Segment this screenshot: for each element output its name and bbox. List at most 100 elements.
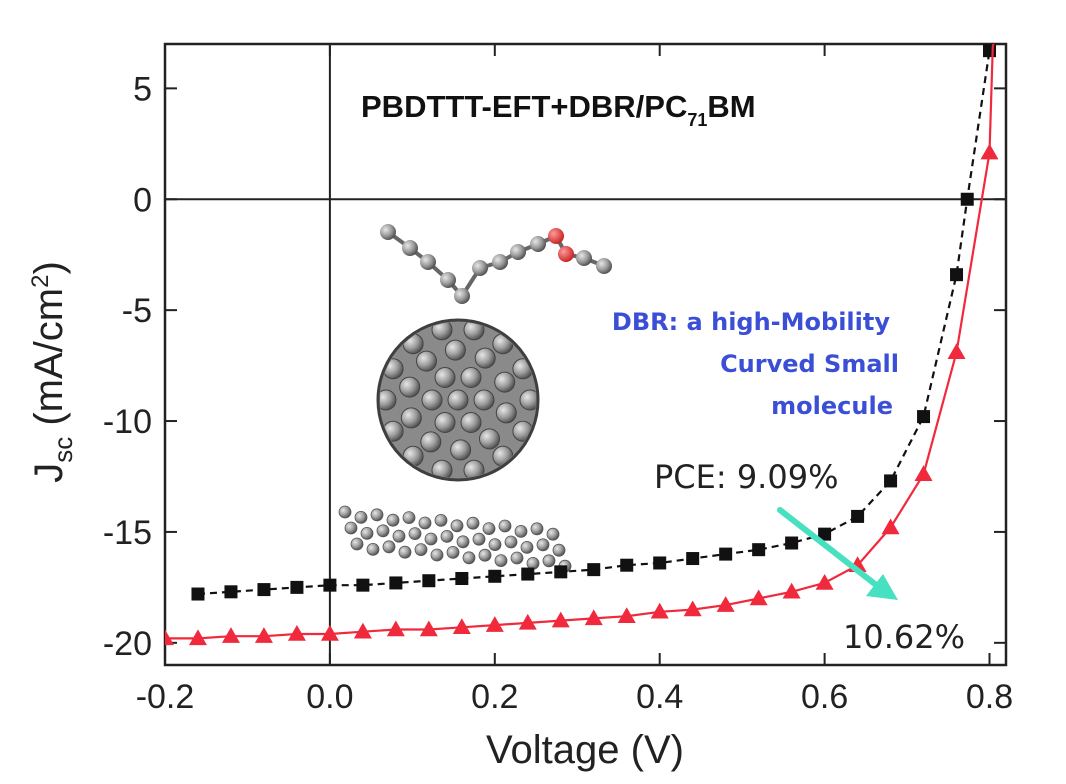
data-point-triangle <box>782 582 801 599</box>
chain-atom <box>454 288 470 304</box>
small-molecule-atom <box>350 537 364 551</box>
data-point-triangle <box>683 600 702 617</box>
dbr-note-line-2: Curved Small <box>720 350 899 378</box>
data-point-square <box>323 578 337 592</box>
y-tick-label: -5 <box>122 292 152 330</box>
small-molecule-atom <box>482 522 496 535</box>
plot-area <box>163 42 1008 667</box>
data-point-triangle <box>353 622 372 639</box>
data-point-triangle <box>254 627 273 643</box>
cage-atom <box>402 333 424 355</box>
data-point-square <box>950 268 964 282</box>
y-axis-label-close: ) <box>27 261 71 274</box>
cage-atom <box>400 407 422 429</box>
data-point-triangle <box>947 343 966 360</box>
pce-black-label: PCE: 9.09% <box>654 458 838 496</box>
cage-atom <box>450 439 472 461</box>
cage-atom <box>416 350 437 372</box>
cage-atom <box>519 389 536 411</box>
cage-atom <box>460 367 482 388</box>
cage-atom <box>492 333 514 355</box>
y-axis-ticks: 5 0 -5 -10 -15 -20 <box>103 70 1006 663</box>
x-axis-ticks: -0.2 0.0 0.2 0.4 0.6 0.8 <box>136 44 1013 716</box>
small-molecule-atom <box>376 524 390 538</box>
chain-atom <box>510 244 526 260</box>
data-point-triangle <box>749 589 768 606</box>
cage-atom <box>479 428 500 450</box>
y-axis-label-subscript: sc <box>48 437 78 463</box>
small-molecule-atom <box>546 527 560 541</box>
data-point-square <box>224 585 238 599</box>
data-point-triangle <box>188 629 207 646</box>
data-point-square <box>752 543 766 557</box>
cage-atom <box>460 412 482 433</box>
data-point-triangle <box>386 620 405 637</box>
cage-atom <box>495 402 517 424</box>
data-point-triangle <box>320 624 339 641</box>
data-point-square <box>290 580 304 594</box>
arrow-shaft <box>777 507 883 591</box>
data-point-square <box>389 576 403 590</box>
small-molecule-atom <box>450 519 464 533</box>
data-point-triangle <box>419 620 438 637</box>
data-point-triangle <box>287 624 306 641</box>
cage-atom <box>473 389 495 411</box>
chain-atom <box>472 260 488 276</box>
data-point-square <box>554 565 568 579</box>
data-point-triangle <box>815 573 834 590</box>
data-point-square <box>851 509 865 523</box>
data-point-square <box>587 563 601 577</box>
chain-atom <box>380 224 396 240</box>
data-point-square <box>356 578 370 592</box>
x-tick-label: 0.4 <box>636 678 683 716</box>
data-point-square <box>917 410 931 424</box>
cage-atom <box>420 431 442 453</box>
data-point-triangle <box>617 607 636 623</box>
data-point-triangle <box>650 602 669 619</box>
y-axis-label-symbol: J <box>27 463 71 483</box>
data-point-triangle <box>165 629 174 646</box>
data-point-triangle <box>518 613 537 630</box>
small-molecule-atom <box>424 532 438 546</box>
y-axis-label-unit: (mA/cm <box>27 288 71 437</box>
small-molecule-atom <box>386 513 400 527</box>
cage-atom <box>444 339 466 361</box>
cage-atom <box>494 371 516 393</box>
data-point-square <box>785 536 799 550</box>
chart-title-main: PBDTTT-EFT+DBR/PC <box>361 89 687 124</box>
chain-atom <box>576 250 592 266</box>
x-tick-label: 0.6 <box>801 678 848 716</box>
small-molecule-atom <box>552 543 566 557</box>
small-molecule-atom <box>344 521 358 535</box>
pce-red-label: 10.62% <box>843 618 965 656</box>
oxygen-atom <box>548 228 564 244</box>
small-molecule-atom <box>488 538 502 551</box>
data-point-triangle <box>551 611 570 628</box>
data-point-triangle <box>452 618 471 635</box>
cage-atom <box>421 389 443 411</box>
small-molecule-atom <box>418 516 432 530</box>
x-tick-label: 0.2 <box>471 678 518 716</box>
y-tick-label: 5 <box>133 70 152 108</box>
small-molecule-atom <box>360 527 374 540</box>
cage-atom <box>447 389 469 411</box>
small-molecule-atom <box>456 535 470 549</box>
small-molecule-atom <box>510 551 524 565</box>
data-point-triangle <box>914 465 933 482</box>
cage-atom <box>492 445 514 467</box>
small-molecule-atom <box>478 548 492 562</box>
small-molecule-atom <box>494 554 508 567</box>
series-line-2 <box>165 44 995 640</box>
chain-atom <box>530 236 546 252</box>
cage-atom <box>434 412 456 433</box>
molecule-inset-image <box>338 224 612 573</box>
small-molecule-atom <box>440 530 454 543</box>
data-point-square <box>653 556 667 570</box>
small-molecule-atom <box>382 540 396 554</box>
data-point-square <box>521 567 535 581</box>
small-molecule-atom <box>392 529 406 543</box>
cage-atom <box>399 376 421 398</box>
small-molecule-atom <box>398 545 412 559</box>
small-molecule-atom <box>434 514 448 527</box>
